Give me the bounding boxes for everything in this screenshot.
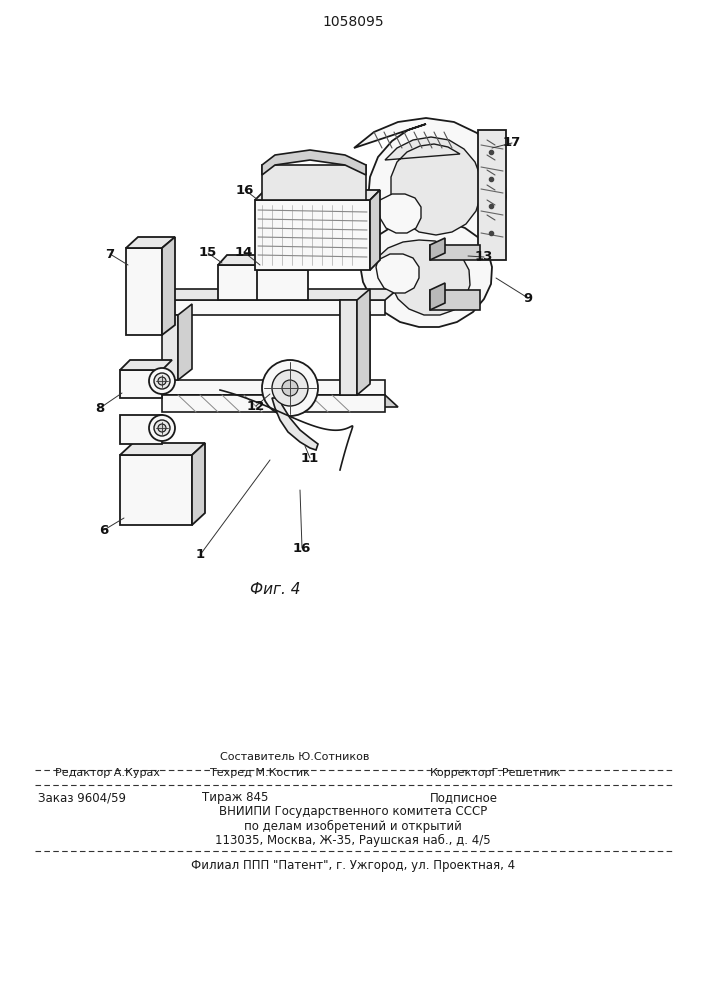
Polygon shape [162, 300, 385, 315]
Text: 15: 15 [199, 246, 217, 259]
Text: Редактор А.Курах: Редактор А.Курах [55, 768, 160, 778]
Polygon shape [218, 265, 257, 300]
Text: 1: 1 [195, 548, 204, 562]
Text: 113035, Москва, Ж-35, Раушская наб., д. 4/5: 113035, Москва, Ж-35, Раушская наб., д. … [215, 833, 491, 847]
Text: 12: 12 [247, 399, 265, 412]
Text: 16: 16 [293, 542, 311, 554]
Text: КорректорГ.Решетник: КорректорГ.Решетник [430, 768, 561, 778]
Polygon shape [162, 315, 178, 380]
Polygon shape [178, 304, 192, 380]
Polygon shape [255, 270, 308, 300]
Polygon shape [255, 200, 370, 270]
Circle shape [154, 373, 170, 389]
Circle shape [262, 360, 318, 416]
Polygon shape [378, 194, 421, 233]
Circle shape [149, 368, 175, 394]
Text: 11: 11 [301, 452, 319, 464]
Circle shape [272, 370, 308, 406]
Text: Заказ 9604/59: Заказ 9604/59 [38, 792, 126, 804]
Text: Филиал ППП "Патент", г. Ужгород, ул. Проектная, 4: Филиал ППП "Патент", г. Ужгород, ул. Про… [191, 858, 515, 871]
Polygon shape [430, 283, 445, 310]
Polygon shape [120, 415, 162, 444]
Text: Техред М.Костик: Техред М.Костик [210, 768, 310, 778]
Circle shape [149, 415, 175, 441]
Polygon shape [218, 255, 265, 265]
Polygon shape [126, 237, 175, 248]
Polygon shape [120, 455, 192, 525]
Text: 16: 16 [236, 184, 255, 196]
Polygon shape [376, 254, 419, 293]
Polygon shape [120, 370, 162, 398]
Polygon shape [162, 395, 398, 407]
Polygon shape [357, 289, 370, 395]
Text: по делам изобретений и открытий: по делам изобретений и открытий [244, 819, 462, 833]
Polygon shape [354, 118, 506, 270]
Text: 1058095: 1058095 [322, 15, 384, 29]
Polygon shape [377, 240, 470, 315]
Polygon shape [262, 150, 366, 175]
Polygon shape [340, 300, 370, 395]
Polygon shape [255, 261, 317, 270]
Circle shape [158, 424, 166, 432]
Polygon shape [340, 300, 357, 395]
Polygon shape [120, 443, 205, 455]
Text: 9: 9 [523, 292, 532, 304]
Text: ВНИИПИ Государственного комитета СССР: ВНИИПИ Государственного комитета СССР [219, 806, 487, 818]
Text: 7: 7 [105, 247, 115, 260]
Text: 14: 14 [235, 245, 253, 258]
Text: Подписное: Подписное [430, 792, 498, 804]
Polygon shape [162, 380, 385, 395]
Polygon shape [120, 360, 172, 370]
Circle shape [158, 377, 166, 385]
Circle shape [282, 380, 298, 396]
Text: Составитель Ю.Сотников: Составитель Ю.Сотников [221, 752, 370, 762]
Polygon shape [360, 220, 492, 327]
Polygon shape [430, 238, 445, 260]
Polygon shape [192, 443, 205, 525]
Polygon shape [430, 245, 480, 260]
Text: Тираж 845: Тираж 845 [202, 792, 269, 804]
Polygon shape [126, 248, 162, 335]
Text: Фиг. 4: Фиг. 4 [250, 582, 300, 597]
Text: 13: 13 [475, 250, 493, 263]
Polygon shape [255, 190, 380, 200]
Text: 8: 8 [95, 401, 105, 414]
Text: 17: 17 [503, 136, 521, 149]
Circle shape [154, 420, 170, 436]
Polygon shape [162, 395, 385, 412]
Polygon shape [162, 237, 175, 335]
Polygon shape [430, 290, 480, 310]
Polygon shape [370, 190, 380, 270]
Text: 6: 6 [100, 524, 109, 536]
Polygon shape [262, 165, 366, 200]
Polygon shape [385, 137, 481, 235]
Polygon shape [162, 289, 398, 300]
Polygon shape [272, 398, 318, 450]
Polygon shape [478, 130, 506, 260]
